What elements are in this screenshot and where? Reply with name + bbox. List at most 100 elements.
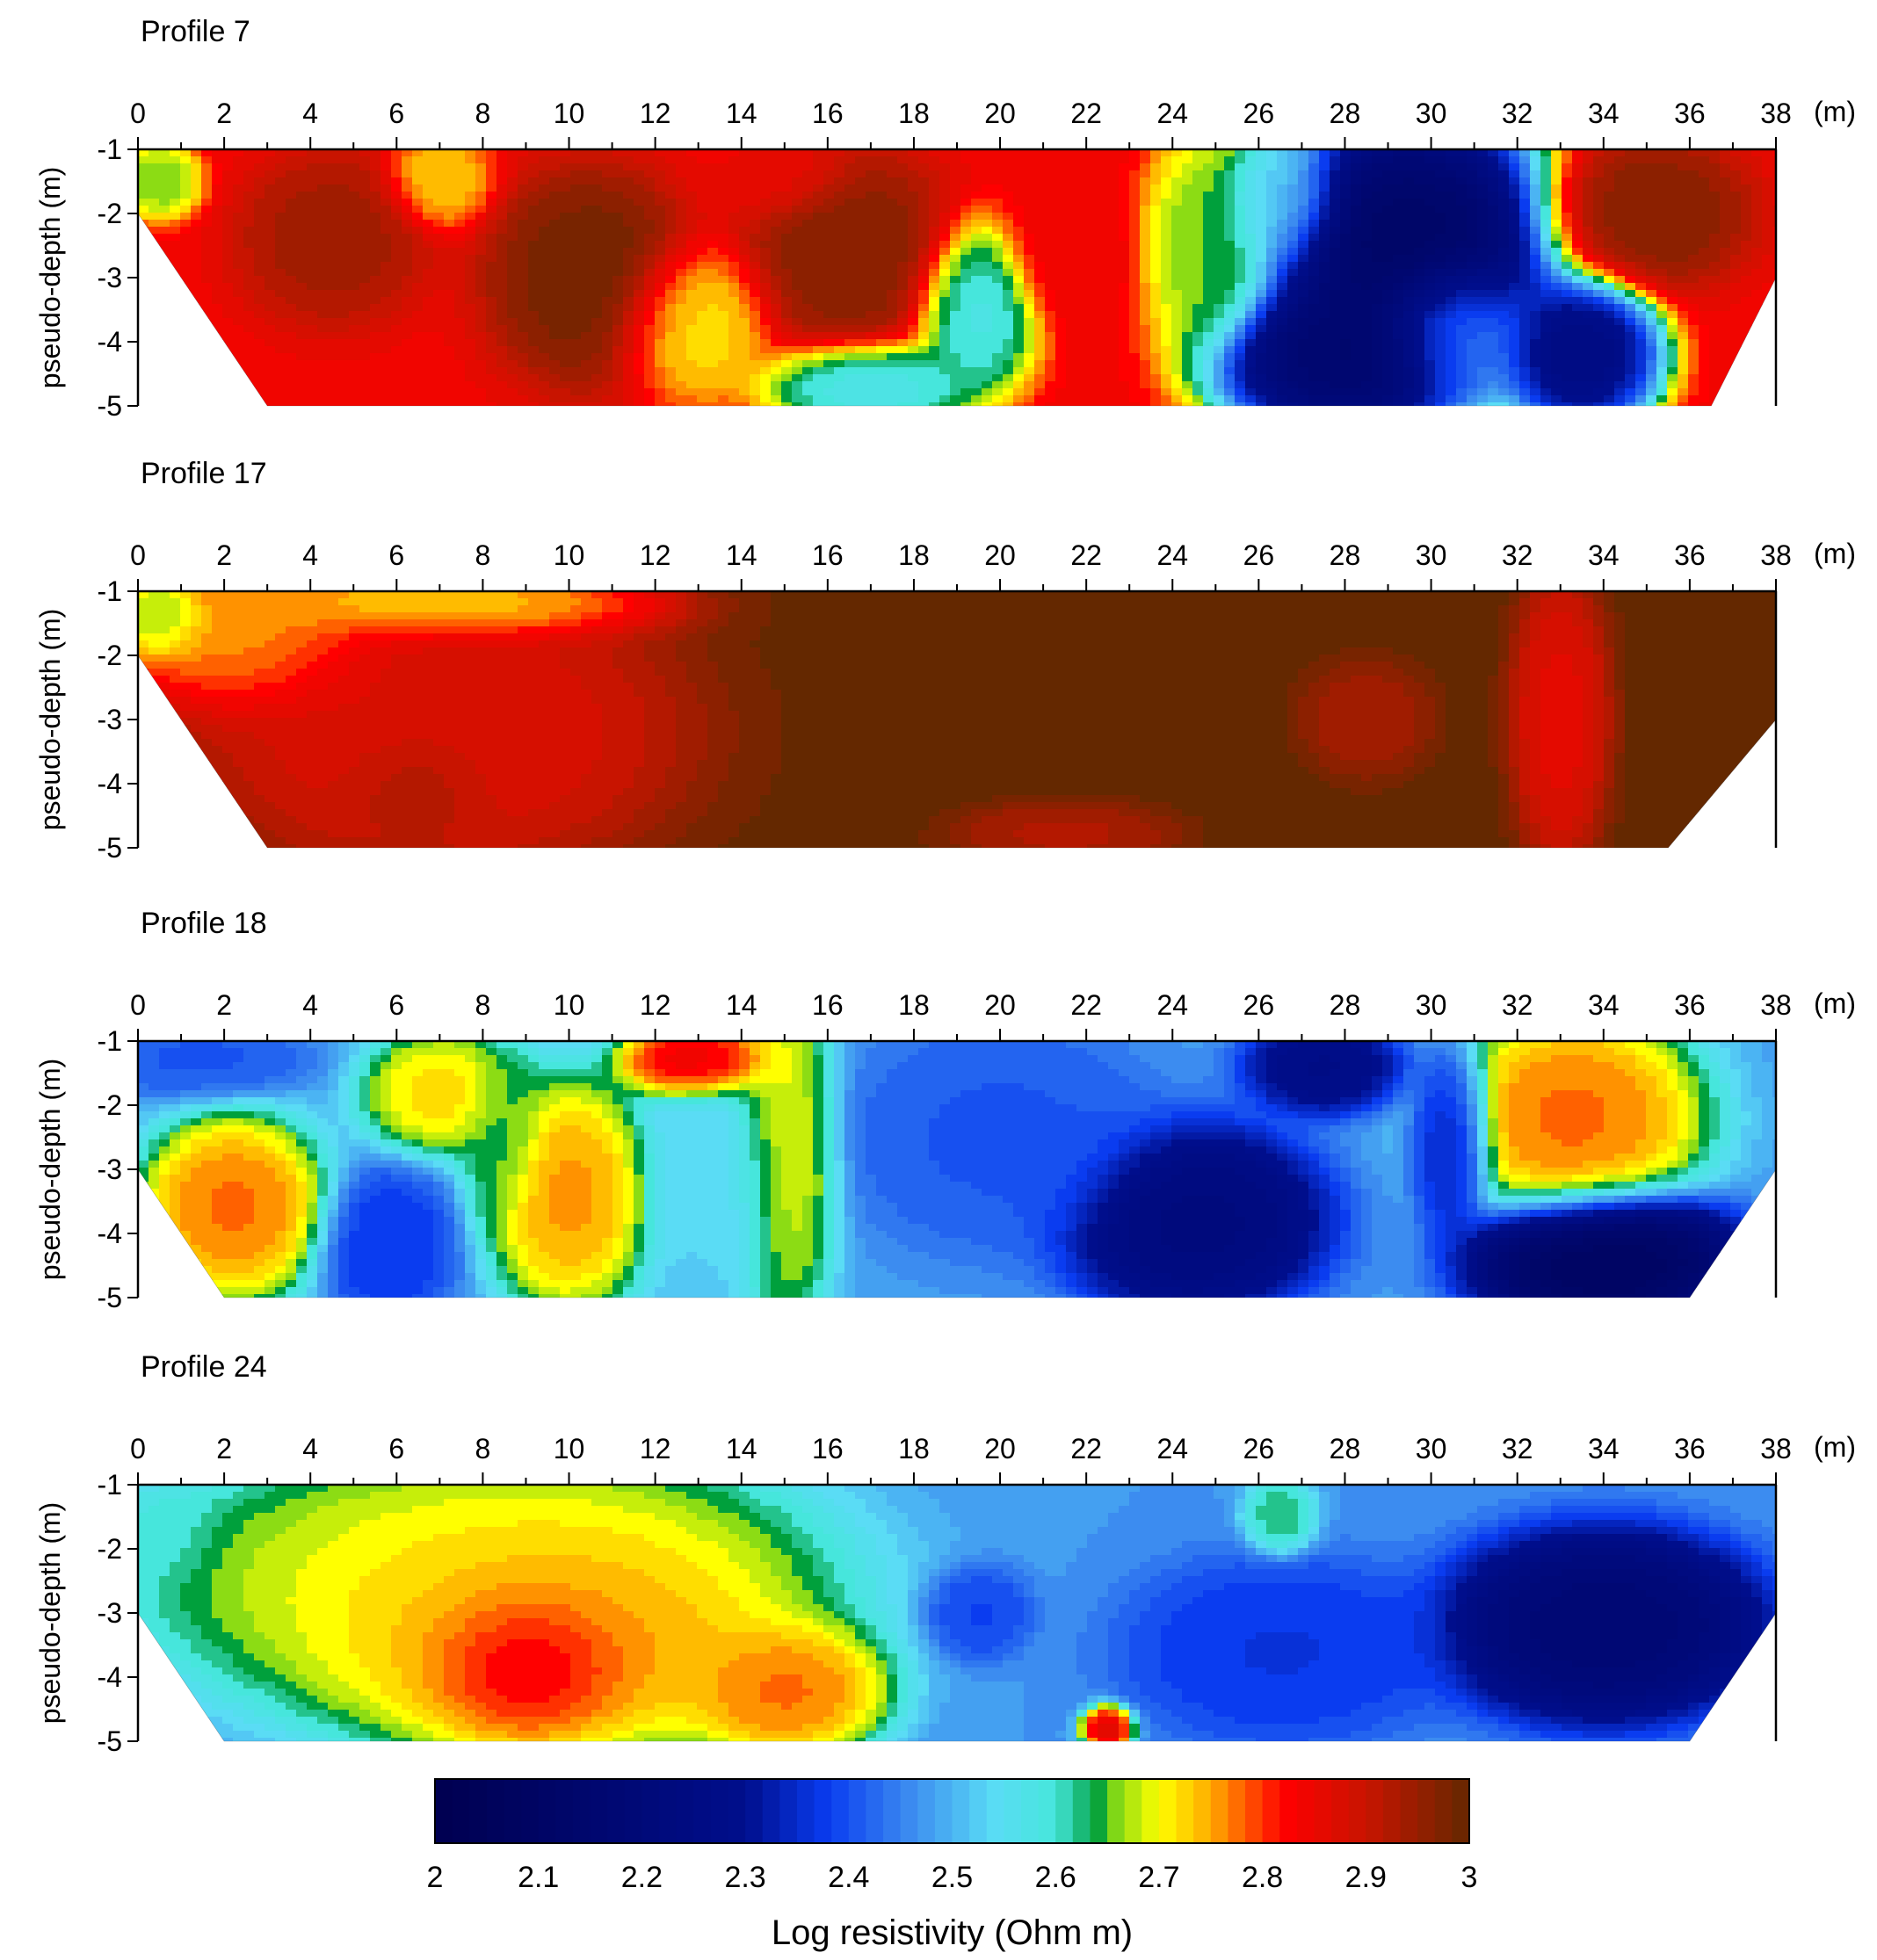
x-tick-label: 22 [1070,539,1102,571]
colorbar-band [590,1779,608,1843]
y-tick-label: -1 [98,134,122,165]
x-tick-label: 30 [1416,98,1447,129]
x-tick-label: 30 [1416,539,1447,571]
x-tick-label: 30 [1416,989,1447,1021]
x-tick-label: 34 [1588,98,1620,129]
colorbar-band [1020,1779,1040,1843]
x-tick-label: 4 [302,98,318,129]
y-tick-label: -3 [98,262,122,293]
resistivity-field [138,1041,1776,1298]
x-tick-label: 28 [1330,98,1361,129]
colorbar-band [796,1779,815,1843]
x-tick-label: 16 [812,539,844,571]
y-tick-label: -4 [98,326,122,358]
y-axis-label: pseudo-depth (m) [34,609,66,831]
y-tick-label: -4 [98,768,122,799]
colorbar-tick-label: 2.9 [1345,1861,1387,1894]
colorbar-band [659,1779,678,1843]
x-tick-label: 26 [1243,539,1275,571]
x-tick-label: 32 [1502,1433,1533,1465]
x-tick-label: 18 [898,98,930,129]
colorbar-band [435,1779,453,1843]
colorbar-band [1279,1779,1298,1843]
y-axis-label: pseudo-depth (m) [34,1059,66,1281]
colorbar-tick-label: 2.8 [1242,1861,1283,1894]
x-tick-label: 2 [216,989,232,1021]
x-unit-label: (m) [1814,96,1856,127]
colorbar-band [1262,1779,1280,1843]
x-tick-label: 36 [1674,539,1706,571]
colorbar-band [710,1779,728,1843]
x-tick-label: 26 [1243,98,1275,129]
x-tick-label: 34 [1588,1433,1620,1465]
y-tick-label: -1 [98,575,122,607]
colorbar-band [1366,1779,1384,1843]
colorbar-band [676,1779,694,1843]
profile-panel: Profile 180 2 4 6 8 10 12 14 16 18 20 22 24 26 28 30 32 3… [34,907,1856,1313]
colorbar-band [1244,1779,1264,1843]
resistivity-field [138,591,1776,848]
colorbar-band [1141,1779,1160,1843]
y-tick-label: -2 [98,1533,122,1565]
x-unit-label: (m) [1814,538,1856,569]
x-tick-label: 38 [1760,98,1792,129]
colorbar-band [1124,1779,1142,1843]
profile-panel: Profile 240 2 4 6 8 10 12 14 16 18 20 22 24 26 28 30 32 3… [34,1350,1856,1757]
colorbar-band [1452,1779,1470,1843]
x-tick-label: 10 [554,98,585,129]
y-tick-label: -4 [98,1218,122,1249]
profile-title: Profile 17 [141,457,267,490]
profile-title: Profile 18 [141,907,267,940]
x-tick-label: 4 [302,989,318,1021]
x-tick-label: 30 [1416,1433,1447,1465]
colorbar-band [1314,1779,1332,1843]
colorbar-label: Log resistivity (Ohm m) [772,1913,1133,1952]
y-tick-label: -5 [98,832,122,864]
x-unit-label: (m) [1814,987,1856,1019]
x-tick-label: 6 [388,98,404,129]
colorbar-band [504,1779,522,1843]
colorbar-band [521,1779,540,1843]
y-tick-label: -2 [98,640,122,671]
x-tick-label: 10 [554,539,585,571]
colorbar-band [1004,1779,1022,1843]
colorbar-band [1090,1779,1108,1843]
x-tick-label: 28 [1330,539,1361,571]
x-tick-label: 16 [812,98,844,129]
x-tick-label: 38 [1760,989,1792,1021]
x-unit-label: (m) [1814,1431,1856,1463]
colorbar-band [486,1779,504,1843]
colorbar-band [555,1779,574,1843]
x-tick-label: 20 [984,1433,1016,1465]
resistivity-field [138,149,1776,406]
colorbar-band [745,1779,764,1843]
colorbar-tick-label: 3 [1461,1861,1478,1894]
x-tick-label: 28 [1330,989,1361,1021]
colorbar-band [848,1779,866,1843]
profile-title: Profile 7 [141,15,250,48]
x-tick-label: 22 [1070,989,1102,1021]
profile-panel: Profile 170 2 4 6 8 10 12 14 16 18 20 22 24 26 28 30 32 3… [34,457,1856,864]
x-tick-label: 12 [640,98,671,129]
colorbar-band [900,1779,918,1843]
x-tick-label: 20 [984,98,1016,129]
x-tick-label: 24 [1156,539,1188,571]
colorbar-band [814,1779,832,1843]
x-tick-label: 36 [1674,1433,1706,1465]
x-tick-label: 4 [302,539,318,571]
colorbar-tick-label: 2.6 [1035,1861,1076,1894]
x-tick-label: 36 [1674,98,1706,129]
x-tick-label: 8 [475,989,491,1021]
colorbar-band [1382,1779,1402,1843]
x-tick-label: 6 [388,989,404,1021]
colorbar-band [934,1779,953,1843]
y-tick-label: -4 [98,1661,122,1693]
colorbar-band [1228,1779,1246,1843]
colorbar-band [866,1779,884,1843]
colorbar-band [607,1779,626,1843]
x-tick-label: 32 [1502,98,1533,129]
x-tick-label: 14 [726,989,757,1021]
x-tick-label: 18 [898,989,930,1021]
y-tick-label: -5 [98,1282,122,1313]
x-tick-label: 34 [1588,989,1620,1021]
